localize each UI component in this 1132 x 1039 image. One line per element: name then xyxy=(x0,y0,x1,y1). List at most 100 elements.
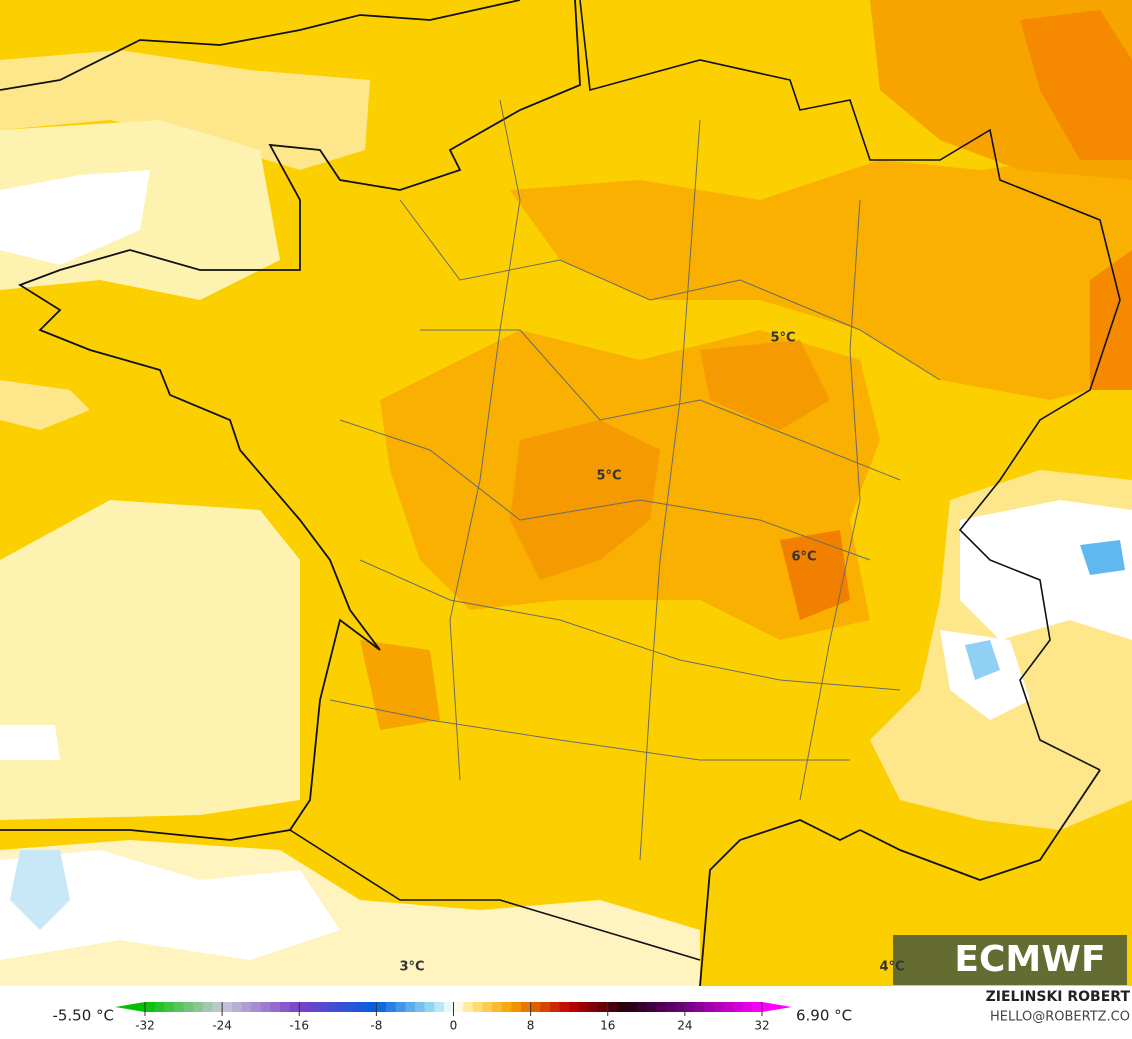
sea-field xyxy=(0,725,60,760)
colorbar-cell xyxy=(154,1002,165,1012)
colorbar-cell xyxy=(308,1002,319,1012)
colorbar-tick-label: -24 xyxy=(212,1019,232,1033)
colorbar-cell xyxy=(414,1002,425,1012)
colorbar-cell xyxy=(453,1002,464,1012)
colorbar-cell xyxy=(588,1002,599,1012)
colorbar-cell xyxy=(713,1002,724,1012)
colorbar-cell xyxy=(279,1002,291,1012)
colorbar-cell xyxy=(347,1002,358,1012)
sea-field xyxy=(0,380,90,430)
colorbar-min: -5.50 °C xyxy=(52,1007,114,1025)
colorbar-cell xyxy=(183,1002,194,1012)
colorbar-cell xyxy=(289,1002,300,1012)
hot-field xyxy=(1020,10,1132,160)
colorbar-cell xyxy=(665,1002,676,1012)
colorbar-cell xyxy=(434,1002,445,1012)
colorbar-cell xyxy=(636,1002,647,1012)
colorbar-cell xyxy=(520,1002,532,1012)
hot-field xyxy=(1090,250,1132,390)
colorbar-cell xyxy=(212,1002,223,1012)
coastline xyxy=(0,0,1101,987)
colorbar-max: 6.90 °C xyxy=(796,1007,852,1025)
colorbar-cell xyxy=(164,1002,175,1012)
colorbar-tick-label: -32 xyxy=(135,1019,155,1033)
colorbar-cell xyxy=(530,1002,541,1012)
colorbar-cell xyxy=(202,1002,213,1012)
colorbar-tick-label: 8 xyxy=(527,1019,535,1033)
colorbar-cell xyxy=(598,1002,609,1012)
colorbar-cell xyxy=(395,1002,406,1012)
colorbar-cell xyxy=(607,1002,618,1012)
colorbar-cell xyxy=(501,1002,512,1012)
colorbar-cell xyxy=(675,1002,686,1012)
colorbar-cell xyxy=(569,1002,580,1012)
colorbar-cell xyxy=(405,1002,416,1012)
hot-field xyxy=(700,340,830,430)
colorbar-tick-label: 0 xyxy=(450,1019,458,1033)
colorbar-cell xyxy=(559,1002,570,1012)
colorbar-cell xyxy=(482,1002,493,1012)
colorbar-cell xyxy=(694,1002,705,1012)
region-boundaries xyxy=(329,99,941,861)
colorbar-cell xyxy=(733,1002,744,1012)
hot-field xyxy=(510,420,660,580)
colorbar-cell xyxy=(424,1002,435,1012)
colorbar-cell xyxy=(193,1002,204,1012)
colorbar-cell xyxy=(260,1002,271,1012)
colorbar-cell xyxy=(540,1002,551,1012)
colorbar-cell xyxy=(752,1002,763,1012)
frost-field xyxy=(1080,540,1125,575)
frost-field xyxy=(10,850,70,930)
frost-field xyxy=(965,640,1000,680)
colorbar-tick-label: -8 xyxy=(370,1019,382,1033)
colorbar-cell xyxy=(463,1002,474,1012)
colorbar-cell xyxy=(328,1002,339,1012)
colorbar-tick-label: 32 xyxy=(754,1019,769,1033)
colorbar-cell xyxy=(173,1002,184,1012)
temperature-label: 6°C xyxy=(791,550,816,565)
sea-field xyxy=(0,170,150,265)
warm-field xyxy=(510,150,1132,400)
border xyxy=(289,0,1121,961)
colorbar-cell xyxy=(318,1002,329,1012)
logo: ECMWF xyxy=(954,939,1105,980)
colorbar-cell xyxy=(376,1002,387,1012)
colorbar-cell xyxy=(222,1002,233,1012)
colorbar-cell xyxy=(627,1002,638,1012)
warm-field xyxy=(360,640,440,730)
colorbar-cell xyxy=(646,1002,657,1012)
credit-name: ZIELINSKI ROBERT xyxy=(986,989,1131,1005)
colorbar-end xyxy=(762,1002,792,1012)
colorbar-cell xyxy=(337,1002,348,1012)
colorbar-cell xyxy=(251,1002,262,1012)
colorbar-cell xyxy=(299,1002,310,1012)
colorbar-cell xyxy=(723,1002,734,1012)
logo-box xyxy=(893,935,1127,985)
colorbar-cell xyxy=(704,1002,715,1012)
colorbar-cell xyxy=(549,1002,560,1012)
colorbar-cell xyxy=(145,1002,156,1012)
colorbar-cell xyxy=(617,1002,628,1012)
temperature-label: 5°C xyxy=(596,469,621,484)
colorbar-tick-label: 24 xyxy=(677,1019,692,1033)
colorbar-cell xyxy=(366,1002,377,1012)
colorbar-cell xyxy=(241,1002,252,1012)
credit-email: HELLO@ROBERTZ.CO xyxy=(990,1010,1130,1025)
colorbar-cell xyxy=(357,1002,368,1012)
colorbar-cell xyxy=(386,1002,397,1012)
cold-field xyxy=(960,500,1132,640)
colorbar-cell xyxy=(511,1002,522,1012)
colorbar-cell xyxy=(270,1002,281,1012)
colorbar-cell xyxy=(655,1002,666,1012)
colorbar-cell xyxy=(578,1002,589,1012)
channel-field xyxy=(0,50,370,170)
sea-field xyxy=(0,500,300,820)
cold-field xyxy=(0,850,340,960)
colorbar-end xyxy=(115,1002,145,1012)
temperature-label: 3°C xyxy=(399,960,424,975)
colorbar-tick-label: -16 xyxy=(289,1019,309,1033)
temperature-label: 4°C xyxy=(879,960,904,975)
hot-field xyxy=(780,530,850,620)
colorbar-cell xyxy=(472,1002,483,1012)
